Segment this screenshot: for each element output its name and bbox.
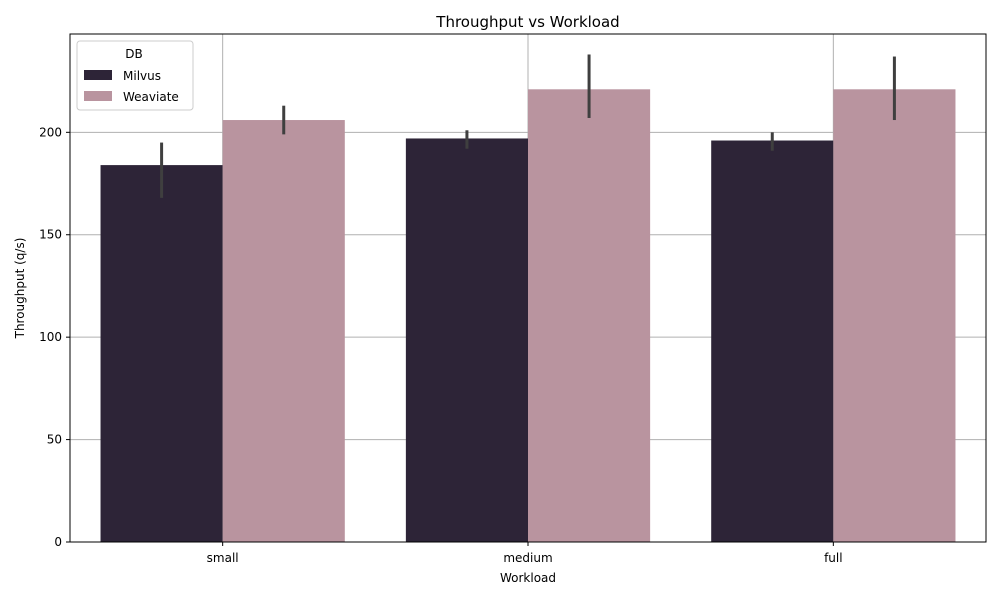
error-bars: [160, 54, 896, 198]
ticks: 0 50 100 150 200 small medium full: [39, 125, 842, 565]
y-tick-label: 0: [54, 535, 62, 549]
legend-label-weaviate: Weaviate: [123, 90, 179, 104]
legend-swatch-milvus: [84, 70, 112, 80]
x-tick-label: small: [207, 551, 239, 565]
y-tick-label: 150: [39, 228, 62, 242]
chart-title: Throughput vs Workload: [435, 13, 619, 31]
y-axis-label: Throughput (q/s): [13, 238, 27, 340]
legend-swatch-weaviate: [84, 91, 112, 101]
x-tick-label: full: [824, 551, 843, 565]
bar-milvus-small: [100, 165, 223, 542]
bar-milvus-medium: [405, 138, 528, 542]
legend: DB Milvus Weaviate: [76, 40, 194, 111]
bar-weaviate-medium: [528, 89, 651, 542]
x-tick-label: medium: [503, 551, 552, 565]
bars: [100, 89, 956, 543]
bar-weaviate-small: [222, 120, 345, 542]
y-tick-label: 50: [47, 433, 62, 447]
y-tick-label: 200: [39, 125, 62, 139]
x-axis-label: Workload: [500, 571, 556, 585]
legend-title: DB: [125, 47, 142, 61]
bar-weaviate-full: [833, 89, 956, 542]
bar-milvus-full: [711, 140, 834, 543]
legend-label-milvus: Milvus: [123, 69, 161, 83]
y-tick-label: 100: [39, 330, 62, 344]
